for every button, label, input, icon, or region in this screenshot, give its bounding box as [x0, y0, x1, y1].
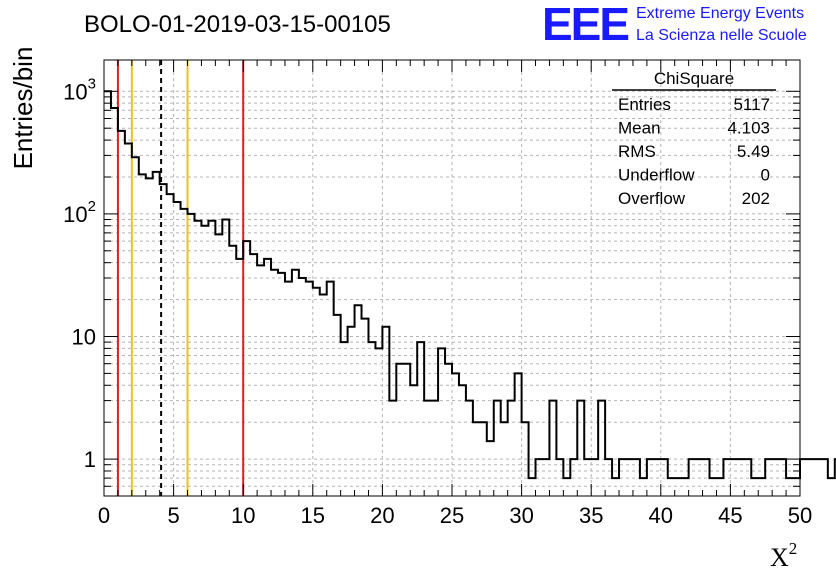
x-axis-label: X2: [770, 539, 797, 572]
x-axis-label-sup: 2: [789, 539, 798, 558]
stats-value: 5.49: [737, 142, 770, 161]
tick-labels: 0 5 10 15 20 25 30 35 40 45 50 1 10 102 103: [63, 75, 812, 528]
x-tick-label: 20: [370, 503, 394, 528]
logo-mark: EEE: [542, 0, 628, 50]
y-tick-label: 1: [84, 447, 96, 472]
x-tick-label: 45: [718, 503, 742, 528]
stats-value: 202: [742, 189, 770, 208]
stats-label: Underflow: [618, 166, 695, 185]
stats-title: ChiSquare: [654, 69, 734, 88]
x-tick-label: 15: [301, 503, 325, 528]
histogram-line: [104, 90, 836, 480]
chart-title: BOLO-01-2019-03-15-00105: [84, 11, 391, 38]
stats-value: 4.103: [727, 119, 770, 138]
stats-label: Overflow: [618, 189, 686, 208]
y-tick-label: 103: [63, 75, 96, 104]
stats-label: Mean: [618, 119, 661, 138]
x-tick-label: 30: [509, 503, 533, 528]
stats-rows: Entries 5117 Mean 4.103 RMS 5.49 Underflow 0 Ove…: [618, 95, 770, 208]
x-tick-label: 35: [579, 503, 603, 528]
eee-logo: EEE Extreme Energy Events La Scienza nel…: [542, 0, 807, 50]
stats-value: 0: [761, 166, 770, 185]
axes: [103, 59, 801, 497]
x-tick-label: 50: [788, 503, 812, 528]
y-tick-label: 10: [72, 324, 96, 349]
reference-lines: [116, 60, 245, 496]
logo-line-1: Extreme Energy Events: [636, 5, 804, 22]
x-tick-label: 10: [231, 503, 255, 528]
x-tick-label: 0: [98, 503, 110, 528]
stats-box: ChiSquare Entries 5117 Mean 4.103 RMS 5.49 Und…: [612, 69, 776, 208]
x-tick-label: 40: [649, 503, 673, 528]
y-tick-label: 102: [63, 198, 96, 227]
grid: [104, 60, 800, 496]
histogram: [104, 90, 836, 480]
x-tick-label: 5: [167, 503, 179, 528]
y-axis-label: Entries/bin: [8, 47, 38, 170]
x-tick-label: 25: [440, 503, 464, 528]
logo-line-2: La Scienza nelle Scuole: [636, 27, 807, 44]
stats-label: Entries: [618, 95, 671, 114]
x-axis-label-main: X: [770, 543, 789, 572]
stats-label: RMS: [618, 142, 656, 161]
stats-value: 5117: [733, 95, 770, 114]
